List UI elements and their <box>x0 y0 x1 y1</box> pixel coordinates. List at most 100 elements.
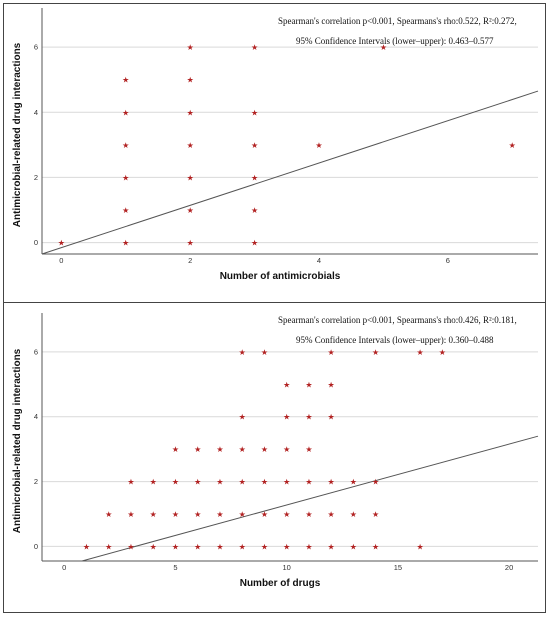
x-tick-label: 10 <box>282 563 290 572</box>
data-point: ★ <box>172 510 179 519</box>
x-tick-label: 4 <box>317 256 321 265</box>
annotation-line-2: 95% Confidence Intervals (lower–upper): … <box>296 335 494 345</box>
data-point: ★ <box>350 478 357 487</box>
y-tick-label: 6 <box>34 347 38 356</box>
data-point: ★ <box>105 510 112 519</box>
x-tick-label: 15 <box>394 563 402 572</box>
data-point: ★ <box>372 542 379 551</box>
data-point: ★ <box>328 510 335 519</box>
data-point: ★ <box>251 173 258 182</box>
data-point: ★ <box>187 43 194 52</box>
data-point: ★ <box>122 141 129 150</box>
data-point: ★ <box>283 380 290 389</box>
data-point: ★ <box>509 141 516 150</box>
data-point: ★ <box>122 173 129 182</box>
data-point: ★ <box>283 413 290 422</box>
data-point: ★ <box>251 206 258 215</box>
data-point: ★ <box>328 413 335 422</box>
data-point: ★ <box>283 542 290 551</box>
data-point: ★ <box>187 108 194 117</box>
data-point: ★ <box>251 108 258 117</box>
data-point: ★ <box>328 348 335 357</box>
y-tick-label: 0 <box>34 542 38 551</box>
data-point: ★ <box>350 542 357 551</box>
data-point: ★ <box>350 510 357 519</box>
data-point: ★ <box>187 141 194 150</box>
x-tick-label: 5 <box>173 563 177 572</box>
y-tick-label: 4 <box>34 108 38 117</box>
data-point: ★ <box>187 239 194 248</box>
data-point: ★ <box>372 478 379 487</box>
data-point: ★ <box>239 478 246 487</box>
data-point: ★ <box>261 542 268 551</box>
data-point: ★ <box>172 542 179 551</box>
data-point: ★ <box>194 542 201 551</box>
data-point: ★ <box>261 478 268 487</box>
data-point: ★ <box>83 542 90 551</box>
data-point: ★ <box>172 478 179 487</box>
data-point: ★ <box>283 510 290 519</box>
data-point: ★ <box>239 542 246 551</box>
y-axis-label: Antimicrobial-related drug interactions <box>12 348 23 533</box>
data-point: ★ <box>305 542 312 551</box>
annotation-line-2: 95% Confidence Intervals (lower–upper): … <box>296 36 494 46</box>
data-point: ★ <box>105 542 112 551</box>
x-tick-label: 0 <box>62 563 66 572</box>
data-point: ★ <box>122 206 129 215</box>
data-point: ★ <box>261 510 268 519</box>
data-point: ★ <box>261 445 268 454</box>
data-point: ★ <box>251 239 258 248</box>
data-point: ★ <box>380 43 387 52</box>
data-point: ★ <box>58 239 65 248</box>
data-point: ★ <box>216 542 223 551</box>
figure-frame <box>3 3 546 613</box>
data-point: ★ <box>194 445 201 454</box>
x-tick-label: 2 <box>188 256 192 265</box>
data-point: ★ <box>194 478 201 487</box>
data-point: ★ <box>251 141 258 150</box>
data-point: ★ <box>328 380 335 389</box>
y-tick-label: 4 <box>34 412 38 421</box>
data-point: ★ <box>194 510 201 519</box>
data-point: ★ <box>172 445 179 454</box>
data-point: ★ <box>150 510 157 519</box>
annotation-line-1: Spearman's correlation p<0.001, Spearman… <box>278 16 517 26</box>
data-point: ★ <box>283 445 290 454</box>
scatter-chart-antimicrobials: 0 2 4 6 0 2 4 6 Number of antimicrobials Antimicr… <box>12 8 539 282</box>
data-point: ★ <box>216 510 223 519</box>
data-point: ★ <box>127 542 134 551</box>
data-point: ★ <box>122 76 129 85</box>
data-point: ★ <box>127 510 134 519</box>
data-point: ★ <box>315 141 322 150</box>
y-tick-label: 6 <box>34 43 38 52</box>
data-point: ★ <box>239 510 246 519</box>
x-tick-label: 6 <box>446 256 450 265</box>
data-point: ★ <box>122 108 129 117</box>
data-point: ★ <box>216 445 223 454</box>
data-point: ★ <box>239 445 246 454</box>
data-point: ★ <box>328 478 335 487</box>
data-point: ★ <box>251 43 258 52</box>
data-point: ★ <box>305 413 312 422</box>
x-axis-label: Number of drugs <box>240 578 321 589</box>
data-point: ★ <box>417 348 424 357</box>
data-point: ★ <box>239 413 246 422</box>
data-point: ★ <box>305 445 312 454</box>
y-tick-label: 2 <box>34 173 38 182</box>
x-tick-label: 20 <box>505 563 513 572</box>
data-point: ★ <box>187 76 194 85</box>
data-point: ★ <box>305 478 312 487</box>
regression-line <box>41 90 539 255</box>
data-point: ★ <box>187 173 194 182</box>
data-point: ★ <box>372 348 379 357</box>
data-point: ★ <box>216 478 223 487</box>
data-point: ★ <box>150 478 157 487</box>
data-point: ★ <box>328 542 335 551</box>
data-point: ★ <box>239 348 246 357</box>
annotation-line-1: Spearman's correlation p<0.001, Spearman… <box>278 315 517 325</box>
data-point: ★ <box>417 542 424 551</box>
data-point: ★ <box>150 542 157 551</box>
data-point: ★ <box>127 478 134 487</box>
y-tick-label: 0 <box>34 238 38 247</box>
data-point: ★ <box>305 380 312 389</box>
